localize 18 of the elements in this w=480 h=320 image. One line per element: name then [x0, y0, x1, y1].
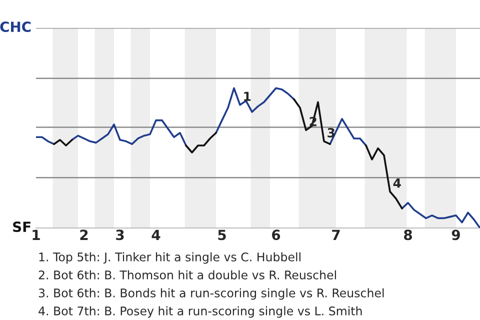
x-tick-label: 6 [272, 230, 280, 240]
annotation: 3 [328, 128, 334, 138]
text: 3. Bot 6th: B. Bonds hit a run-scoring single vs R. Reuschel [38, 288, 384, 300]
x-tick-label: 3 [116, 230, 124, 240]
x-tick-label: 1 [32, 230, 40, 240]
text: CHC [0, 22, 31, 32]
x-tick-label: 2 [80, 230, 88, 240]
x-tick-label: 7 [332, 230, 340, 240]
text: 4. Bot 7th: B. Posey hit a run-scoring single vs L. Smith [38, 306, 362, 318]
x-tick-label: 4 [152, 230, 160, 240]
x-tick-label: 9 [452, 230, 460, 240]
text: 2. Bot 6th: B. Thomson hit a double vs R. Reuschel [38, 270, 336, 280]
annotation: 1 [244, 92, 251, 101]
annotation: 4 [393, 178, 401, 188]
text: 1. Top 5th: J. Tinker hit a single vs C. Hubbell [39, 252, 300, 264]
x-tick-label: 8 [404, 230, 412, 240]
text: SF [13, 222, 30, 232]
x-tick-label: 5 [218, 230, 226, 240]
